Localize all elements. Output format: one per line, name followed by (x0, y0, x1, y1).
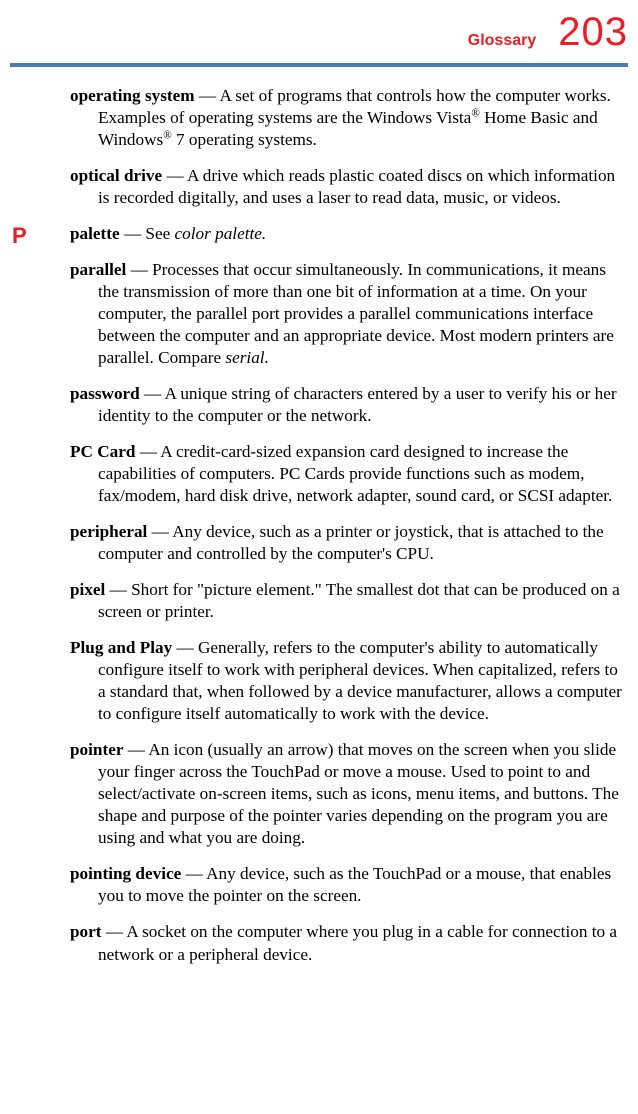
glossary-entry: pointing device — Any device, such as th… (70, 863, 628, 907)
entry-sep: — (135, 442, 160, 461)
entry-sep: — (123, 740, 148, 759)
entry-text: parallel — Processes that occur simultan… (70, 259, 628, 369)
entry-sep: — (120, 224, 146, 243)
entry-term: pixel (70, 580, 105, 599)
entry-term: Plug and Play (70, 638, 172, 657)
entry-term: pointing device (70, 864, 181, 883)
entry-term: pointer (70, 740, 123, 759)
letter-marker: P (12, 223, 27, 249)
glossary-entry: optical drive — A drive which reads plas… (70, 165, 628, 209)
glossary-entry: Plug and Play — Generally, refers to the… (70, 637, 628, 725)
entry-term: peripheral (70, 522, 147, 541)
entry-text: password — A unique string of characters… (70, 383, 628, 427)
entry-italic: serial. (225, 348, 268, 367)
glossary-entry: peripheral — Any device, such as a print… (70, 521, 628, 565)
entry-body: A credit-card-sized expansion card desig… (98, 442, 612, 505)
glossary-entry: port — A socket on the computer where yo… (70, 921, 628, 965)
glossary-content: operating system — A set of programs tha… (0, 85, 638, 966)
entry-sep: — (195, 86, 220, 105)
entry-sep: — (181, 864, 206, 883)
entry-body: Processes that occur simultaneously. In … (98, 260, 614, 367)
page-header: Glossary 203 (0, 0, 638, 55)
entry-text: pointer — An icon (usually an arrow) tha… (70, 739, 628, 849)
entry-body: A socket on the computer where you plug … (98, 922, 617, 963)
entry-body: See (145, 224, 174, 243)
glossary-entry: PC Card — A credit-card-sized expansion … (70, 441, 628, 507)
entry-sep: — (126, 260, 152, 279)
entry-sep: — (140, 384, 165, 403)
entry-term: operating system (70, 86, 195, 105)
entry-sep: — (147, 522, 172, 541)
entry-text: PC Card — A credit-card-sized expansion … (70, 441, 628, 507)
glossary-entry: P palette — See color palette. (70, 223, 628, 245)
glossary-entry: pixel — Short for "picture element." The… (70, 579, 628, 623)
entry-sep: — (172, 638, 198, 657)
entry-text: peripheral — Any device, such as a print… (70, 521, 628, 565)
glossary-entry: operating system — A set of programs tha… (70, 85, 628, 151)
registered-mark: ® (163, 129, 172, 141)
entry-body: 7 operating systems. (172, 130, 317, 149)
entry-body: Any device, such as a printer or joystic… (98, 522, 604, 563)
registered-mark: ® (471, 107, 480, 119)
entry-sep: — (102, 922, 127, 941)
entry-term: optical drive (70, 166, 162, 185)
entry-term: password (70, 384, 140, 403)
entry-term: parallel (70, 260, 126, 279)
entry-text: port — A socket on the computer where yo… (70, 921, 628, 965)
entry-text: pointing device — Any device, such as th… (70, 863, 628, 907)
glossary-entry: parallel — Processes that occur simultan… (70, 259, 628, 369)
entry-body: Short for "picture element." The smalles… (98, 580, 620, 621)
entry-term: port (70, 922, 102, 941)
entry-italic: color palette. (175, 224, 267, 243)
entry-sep: — (162, 166, 187, 185)
entry-text: pixel — Short for "picture element." The… (70, 579, 628, 623)
entry-text: palette — See color palette. (70, 223, 628, 245)
page-number: 203 (558, 10, 628, 55)
entry-body: A unique string of characters entered by… (98, 384, 617, 425)
entry-sep: — (105, 580, 131, 599)
section-title: Glossary (468, 32, 536, 50)
entry-text: optical drive — A drive which reads plas… (70, 165, 628, 209)
entry-text: operating system — A set of programs tha… (70, 85, 628, 151)
header-divider (10, 63, 628, 67)
glossary-entry: password — A unique string of characters… (70, 383, 628, 427)
entry-term: PC Card (70, 442, 135, 461)
entry-term: palette (70, 224, 120, 243)
entry-text: Plug and Play — Generally, refers to the… (70, 637, 628, 725)
entry-body: An icon (usually an arrow) that moves on… (98, 740, 619, 847)
glossary-entry: pointer — An icon (usually an arrow) tha… (70, 739, 628, 849)
